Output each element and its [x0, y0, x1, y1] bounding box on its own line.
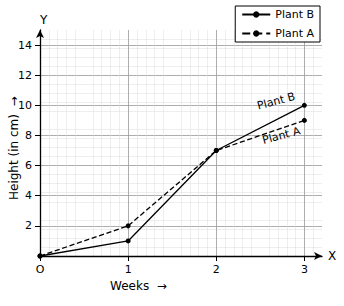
svg-text:12: 12	[18, 69, 32, 82]
svg-text:2: 2	[213, 263, 220, 276]
svg-text:1: 1	[125, 263, 132, 276]
svg-text:Weeks →: Weeks →	[110, 279, 167, 293]
svg-text:O: O	[36, 263, 45, 276]
svg-text:X: X	[328, 249, 336, 263]
svg-text:8: 8	[25, 129, 32, 142]
svg-text:14: 14	[18, 39, 32, 52]
svg-text:4: 4	[25, 189, 32, 202]
svg-text:6: 6	[25, 159, 32, 172]
svg-text:Plant A: Plant A	[261, 124, 302, 147]
svg-text:10: 10	[18, 99, 32, 112]
svg-text:Plant A: Plant A	[275, 27, 314, 40]
svg-text:2: 2	[25, 219, 32, 232]
svg-text:Plant B: Plant B	[256, 90, 297, 113]
svg-text:Y: Y	[39, 13, 48, 27]
svg-text:Plant B: Plant B	[275, 8, 314, 21]
svg-text:3: 3	[301, 263, 308, 276]
svg-text:Height (in cm) →: Height (in cm) →	[7, 96, 21, 200]
